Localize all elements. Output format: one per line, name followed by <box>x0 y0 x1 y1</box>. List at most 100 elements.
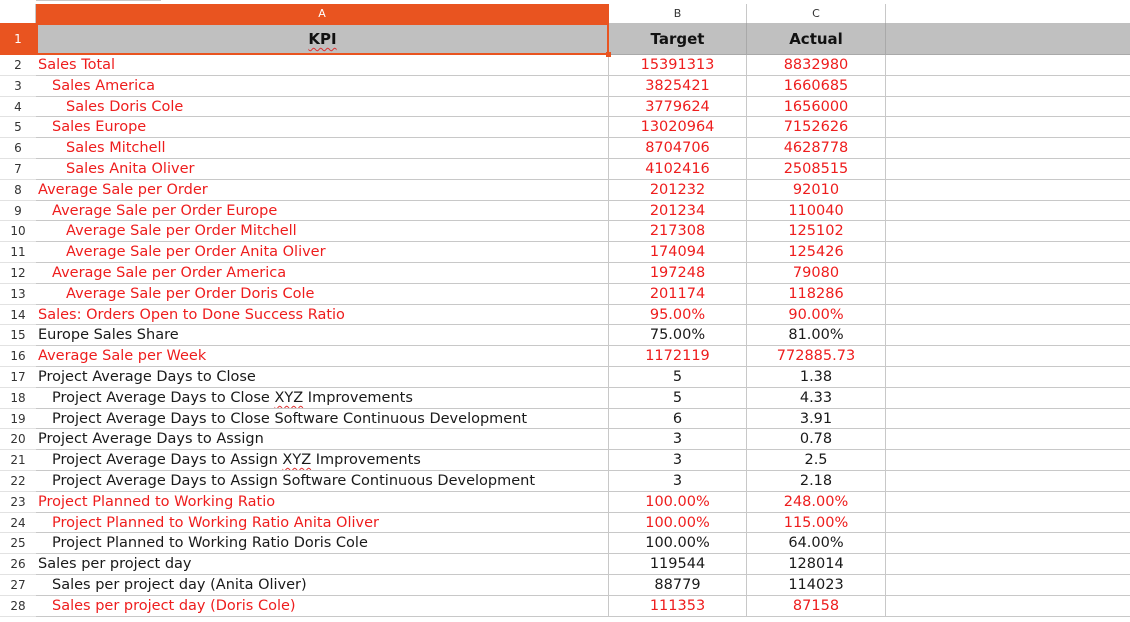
cell-kpi[interactable]: Sales Doris Cole <box>36 96 609 118</box>
row-number[interactable]: 26 <box>0 554 36 575</box>
cell-c1-actual-header[interactable]: Actual <box>747 23 886 55</box>
cell-actual[interactable]: 118286 <box>747 283 886 305</box>
row-number[interactable]: 13 <box>0 284 36 305</box>
cell-target[interactable]: 217308 <box>609 221 747 243</box>
row-number[interactable]: 23 <box>0 492 36 513</box>
row-number[interactable]: 9 <box>0 201 36 222</box>
cell-actual[interactable]: 772885.73 <box>747 346 886 367</box>
cell-empty[interactable] <box>886 117 1130 139</box>
cell-target[interactable]: 3 <box>609 450 747 471</box>
cell-empty[interactable] <box>886 201 1130 222</box>
column-header-a[interactable]: A <box>36 4 609 23</box>
cell-empty[interactable] <box>886 513 1130 534</box>
cell-target[interactable]: 3 <box>609 429 747 451</box>
cell-empty[interactable] <box>886 409 1130 430</box>
cell-actual[interactable]: 248.00% <box>747 491 886 513</box>
cell-target[interactable]: 1172119 <box>609 346 747 367</box>
cell-target[interactable]: 4102416 <box>609 159 747 180</box>
cell-kpi[interactable]: Sales Europe <box>36 117 609 139</box>
cell-kpi[interactable]: Sales per project day (Anita Oliver) <box>36 575 609 596</box>
cell-target[interactable]: 5 <box>609 387 747 409</box>
cell-empty[interactable] <box>886 76 1130 97</box>
row-number[interactable]: 5 <box>0 117 36 139</box>
row-number[interactable]: 27 <box>0 575 36 596</box>
cell-b1-target-header[interactable]: Target <box>609 23 747 55</box>
cell-target[interactable]: 15391313 <box>609 55 747 76</box>
cell-actual[interactable]: 81.00% <box>747 325 886 347</box>
cell-actual[interactable]: 90.00% <box>747 304 886 326</box>
cell-empty[interactable] <box>886 596 1130 617</box>
row-number[interactable]: 15 <box>0 325 36 347</box>
row-number[interactable]: 8 <box>0 180 36 201</box>
cell-empty[interactable] <box>886 221 1130 243</box>
row-number[interactable]: 2 <box>0 55 36 76</box>
row-number[interactable]: 3 <box>0 76 36 97</box>
cell-target[interactable]: 100.00% <box>609 491 747 513</box>
cell-target[interactable]: 5 <box>609 367 747 388</box>
cell-kpi[interactable]: Sales Total <box>36 55 609 76</box>
row-number[interactable]: 24 <box>0 513 36 534</box>
cell-actual[interactable]: 79080 <box>747 263 886 284</box>
cell-target[interactable]: 197248 <box>609 263 747 284</box>
cell-empty[interactable] <box>886 284 1130 305</box>
cell-actual[interactable]: 1660685 <box>747 75 886 97</box>
cell-actual[interactable]: 2508515 <box>747 159 886 180</box>
cell-empty[interactable] <box>886 97 1130 118</box>
cell-kpi[interactable]: Average Sale per Order Anita Oliver <box>36 242 609 263</box>
row-number[interactable]: 1 <box>0 23 36 55</box>
row-number[interactable]: 10 <box>0 221 36 243</box>
cell-empty[interactable] <box>886 554 1130 575</box>
cell-target[interactable]: 6 <box>609 408 747 430</box>
cell-empty[interactable] <box>886 346 1130 367</box>
row-number[interactable]: 28 <box>0 596 36 617</box>
cell-empty[interactable] <box>886 388 1130 409</box>
cell-target[interactable]: 3779624 <box>609 96 747 118</box>
row-number[interactable]: 19 <box>0 409 36 430</box>
cell-target[interactable]: 3825421 <box>609 75 747 97</box>
cell-target[interactable]: 8704706 <box>609 138 747 159</box>
cell-actual[interactable]: 2.5 <box>747 450 886 471</box>
cell-target[interactable]: 75.00% <box>609 325 747 347</box>
cell-actual[interactable]: 110040 <box>747 200 886 222</box>
cell-kpi[interactable]: Project Planned to Working Ratio Anita O… <box>36 512 609 534</box>
cell-kpi[interactable]: Average Sale per Week <box>36 346 609 367</box>
cell-kpi[interactable]: Average Sale per Order Mitchell <box>36 221 609 243</box>
cell-kpi[interactable]: Average Sale per Order Europe <box>36 200 609 222</box>
row-number[interactable]: 20 <box>0 429 36 451</box>
cell-target[interactable]: 174094 <box>609 242 747 263</box>
cell-kpi[interactable]: Project Planned to Working Ratio Doris C… <box>36 533 609 555</box>
cell-empty[interactable] <box>886 471 1130 492</box>
cell-actual[interactable]: 0.78 <box>747 429 886 451</box>
cell-kpi[interactable]: Europe Sales Share <box>36 325 609 347</box>
cell-empty[interactable] <box>886 533 1130 555</box>
row-number[interactable]: 7 <box>0 159 36 180</box>
cell-empty[interactable] <box>886 180 1130 201</box>
row-number[interactable]: 6 <box>0 138 36 159</box>
cell-kpi[interactable]: Average Sale per Order America <box>36 263 609 284</box>
cell-empty[interactable] <box>886 429 1130 451</box>
cell-empty[interactable] <box>886 575 1130 596</box>
row-number[interactable]: 16 <box>0 346 36 367</box>
cell-target[interactable]: 95.00% <box>609 304 747 326</box>
row-number[interactable]: 11 <box>0 242 36 263</box>
row-number[interactable]: 14 <box>0 305 36 326</box>
cell-kpi[interactable]: Project Average Days to Close <box>36 367 609 388</box>
cell-kpi[interactable]: Project Average Days to Close Software C… <box>36 408 609 430</box>
cell-target[interactable]: 119544 <box>609 554 747 575</box>
cell-target[interactable]: 111353 <box>609 595 747 617</box>
cell-target[interactable]: 100.00% <box>609 512 747 534</box>
cell-actual[interactable]: 125102 <box>747 221 886 243</box>
cell-empty[interactable] <box>886 55 1130 76</box>
cell-empty[interactable] <box>886 138 1130 159</box>
cell-actual[interactable]: 114023 <box>747 575 886 596</box>
cell-target[interactable]: 201234 <box>609 200 747 222</box>
cell-empty[interactable] <box>886 492 1130 513</box>
select-all-corner[interactable] <box>0 4 36 23</box>
cell-kpi[interactable]: Sales Anita Oliver <box>36 159 609 180</box>
cell-kpi[interactable]: Sales America <box>36 75 609 97</box>
cell-target[interactable]: 3 <box>609 471 747 492</box>
cell-kpi[interactable]: Sales Mitchell <box>36 138 609 159</box>
cell-kpi[interactable]: Sales per project day (Doris Cole) <box>36 595 609 617</box>
row-number[interactable]: 12 <box>0 263 36 284</box>
row-number[interactable]: 25 <box>0 533 36 555</box>
